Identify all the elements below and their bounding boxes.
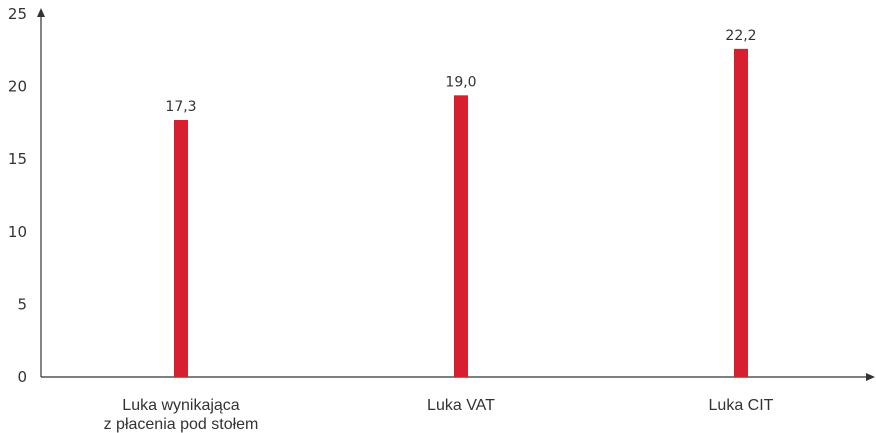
y-tick-label: 20	[8, 78, 27, 96]
y-tick-label: 5	[17, 295, 27, 313]
x-category-label: Luka wynikająca	[122, 397, 240, 414]
data-label: 17,3	[165, 99, 196, 115]
y-tick-label: 15	[8, 150, 27, 168]
bar	[174, 119, 188, 377]
data-labels: 17,3 19,0 22,2	[165, 28, 756, 115]
bar	[734, 48, 748, 378]
bars	[174, 48, 748, 378]
x-category-label: Luka VAT	[427, 397, 495, 414]
y-tick-labels: 0 5 10 15 20 25	[8, 5, 27, 386]
y-axis-arrow-icon	[37, 8, 45, 17]
bar	[454, 95, 468, 377]
x-category-label: Luka CIT	[709, 397, 774, 414]
y-tick-label: 10	[8, 223, 27, 241]
x-category-label: z płacenia pod stołem	[104, 416, 259, 433]
x-axis-arrow-icon	[866, 373, 875, 381]
y-tick-label: 25	[8, 5, 27, 23]
data-label: 19,0	[445, 74, 476, 90]
category-labels: Luka wynikająca z płacenia pod stołem Luka…	[104, 397, 774, 433]
y-tick-label: 0	[17, 368, 27, 386]
y-axis	[37, 8, 45, 377]
data-label: 22,2	[725, 28, 756, 44]
